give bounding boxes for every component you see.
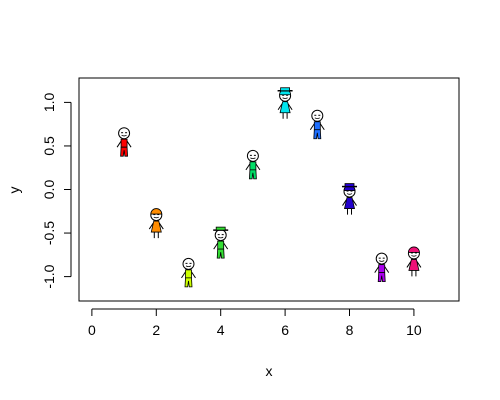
y-tick-label: 0.5	[41, 136, 57, 156]
stick-figure-point	[213, 226, 229, 259]
x-tick-label: 4	[217, 322, 225, 338]
y-tick-label: -0.5	[41, 221, 57, 245]
x-axis: 0 2 4 6 8 10	[88, 308, 422, 338]
stick-figure-point	[277, 87, 293, 119]
stick-figure-point	[245, 149, 261, 180]
x-tick-label: 2	[152, 322, 160, 338]
stick-figure-point	[342, 183, 358, 215]
stick-figure-point	[406, 246, 422, 277]
y-axis-label: y	[6, 187, 22, 194]
stick-figure-point	[181, 257, 196, 288]
stick-figure-point	[374, 252, 390, 283]
x-tick-label: 0	[88, 322, 96, 338]
stick-figure-point	[116, 127, 132, 157]
x-tick-label: 8	[346, 322, 354, 338]
y-tick-label: 0.0	[41, 180, 57, 200]
y-axis: -1.0 -0.5 0.0 0.5 1.0	[41, 92, 72, 289]
data-points	[116, 87, 422, 288]
stick-figure-point	[148, 208, 164, 239]
x-tick-label: 6	[281, 322, 289, 338]
y-tick-label: 1.0	[41, 92, 57, 112]
stick-figure-point	[309, 109, 325, 140]
x-tick-label: 10	[406, 322, 422, 338]
y-tick-label: -1.0	[41, 264, 57, 288]
plot-frame	[78, 77, 460, 302]
x-axis-label: x	[266, 363, 273, 379]
